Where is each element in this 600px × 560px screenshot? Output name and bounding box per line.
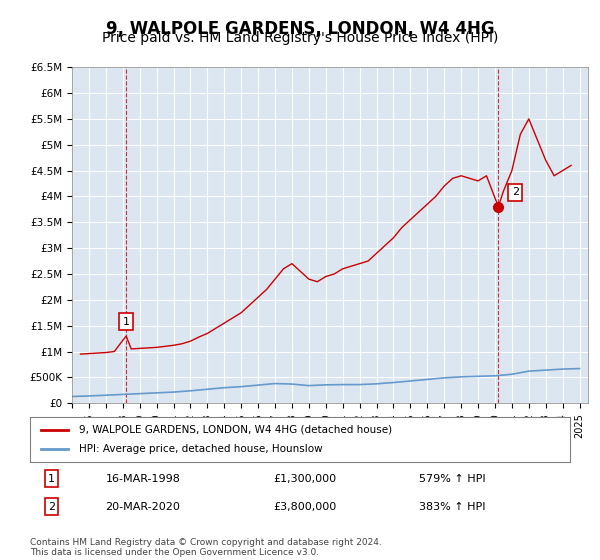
Text: 16-MAR-1998: 16-MAR-1998 <box>106 474 181 484</box>
Text: 383% ↑ HPI: 383% ↑ HPI <box>419 502 485 512</box>
Text: 2: 2 <box>512 187 519 197</box>
Text: Price paid vs. HM Land Registry's House Price Index (HPI): Price paid vs. HM Land Registry's House … <box>102 31 498 45</box>
Text: 1: 1 <box>48 474 55 484</box>
Text: 9, WALPOLE GARDENS, LONDON, W4 4HG (detached house): 9, WALPOLE GARDENS, LONDON, W4 4HG (deta… <box>79 424 392 435</box>
Text: £1,300,000: £1,300,000 <box>273 474 336 484</box>
Text: £3,800,000: £3,800,000 <box>273 502 336 512</box>
Text: 20-MAR-2020: 20-MAR-2020 <box>106 502 181 512</box>
Text: 2: 2 <box>48 502 55 512</box>
Text: 1: 1 <box>122 316 130 326</box>
Text: 9, WALPOLE GARDENS, LONDON, W4 4HG: 9, WALPOLE GARDENS, LONDON, W4 4HG <box>106 20 494 38</box>
Text: Contains HM Land Registry data © Crown copyright and database right 2024.
This d: Contains HM Land Registry data © Crown c… <box>30 538 382 557</box>
Text: 579% ↑ HPI: 579% ↑ HPI <box>419 474 485 484</box>
Text: HPI: Average price, detached house, Hounslow: HPI: Average price, detached house, Houn… <box>79 445 322 455</box>
